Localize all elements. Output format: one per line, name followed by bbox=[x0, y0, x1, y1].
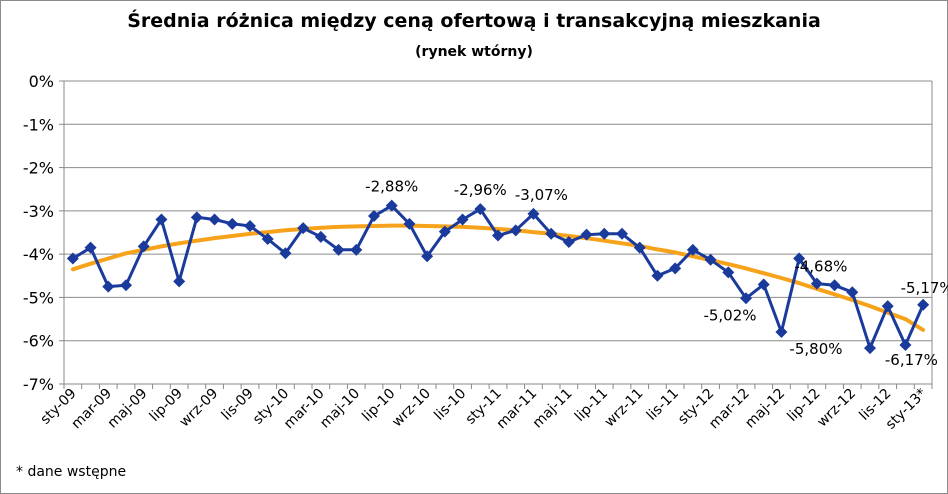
y-axis: 0% -1% -2% -3% -4% -5% -6% -7% bbox=[23, 72, 65, 394]
chart-subtitle: (rynek wtórny) bbox=[415, 44, 533, 60]
data-point bbox=[899, 339, 912, 352]
data-point bbox=[350, 243, 363, 256]
y-tick-label: -6% bbox=[23, 332, 54, 351]
data-label: -5,17% bbox=[901, 279, 948, 297]
data-point bbox=[598, 227, 611, 240]
data-point bbox=[580, 228, 593, 241]
data-point bbox=[421, 250, 434, 263]
data-point bbox=[775, 326, 788, 339]
y-tick-label: 0% bbox=[29, 72, 54, 91]
data-point bbox=[368, 210, 380, 223]
data-label: -2,96% bbox=[454, 181, 507, 199]
data-point bbox=[155, 213, 168, 226]
data-point bbox=[740, 292, 752, 305]
data-point bbox=[509, 224, 522, 237]
trendline bbox=[70, 223, 926, 332]
data-point bbox=[492, 229, 504, 242]
data-point bbox=[456, 213, 469, 226]
data-point bbox=[686, 243, 699, 256]
data-point bbox=[633, 241, 646, 254]
y-tick-label: -2% bbox=[23, 159, 54, 178]
data-point bbox=[226, 217, 239, 230]
x-tick-label: mar-12 bbox=[706, 386, 753, 433]
data-label: -5,02% bbox=[703, 306, 756, 324]
data-point bbox=[244, 220, 256, 233]
y-tick-label: -5% bbox=[23, 288, 54, 307]
x-tick-label: mar-11 bbox=[494, 386, 541, 433]
data-point bbox=[66, 252, 79, 265]
data-label: -2,88% bbox=[365, 178, 418, 196]
y-tick-label: -4% bbox=[23, 245, 54, 264]
series-markers bbox=[66, 199, 930, 355]
data-point bbox=[864, 342, 876, 355]
data-point bbox=[881, 300, 894, 313]
data-point bbox=[403, 217, 416, 230]
data-point bbox=[314, 230, 327, 243]
data-point bbox=[208, 213, 221, 226]
x-tick-label: wrz-10 bbox=[389, 386, 434, 431]
y-tick-label: -3% bbox=[23, 202, 54, 221]
x-tick-label: maj-09 bbox=[105, 386, 151, 432]
data-point bbox=[84, 241, 97, 254]
data-point bbox=[651, 269, 664, 282]
data-point bbox=[616, 227, 628, 240]
x-tick-label: wrz-11 bbox=[602, 386, 647, 431]
data-point bbox=[279, 247, 292, 260]
data-point bbox=[757, 278, 770, 291]
data-point bbox=[190, 211, 203, 224]
data-point bbox=[917, 298, 930, 311]
data-point bbox=[527, 207, 540, 220]
data-point bbox=[562, 236, 575, 249]
footnote: * dane wstępne bbox=[16, 464, 127, 480]
x-tick-label: wrz-12 bbox=[814, 386, 859, 431]
x-tick-label: mar-10 bbox=[281, 386, 328, 433]
data-labels: -2,88% -2,96% -3,07% -5,02% -5,80% -4,68% -6,1… bbox=[365, 178, 948, 369]
data-point bbox=[120, 279, 132, 292]
x-tick-label: wrz-09 bbox=[177, 386, 222, 431]
x-axis: sty-09mar-09maj-09lip-09wrz-09lis-09sty-… bbox=[37, 384, 933, 433]
data-point bbox=[545, 227, 558, 240]
x-tick-label: maj-12 bbox=[742, 386, 788, 432]
data-point bbox=[828, 279, 841, 292]
data-label: -3,07% bbox=[515, 186, 568, 204]
data-point bbox=[704, 253, 717, 266]
y-tick-label: -7% bbox=[23, 375, 54, 394]
data-point bbox=[137, 240, 150, 253]
x-tick-label: maj-10 bbox=[317, 386, 363, 432]
chart-title: Średnia różnica między ceną ofertową i t… bbox=[127, 10, 821, 32]
y-tick-label: -1% bbox=[23, 115, 54, 134]
gridlines bbox=[64, 80, 933, 385]
data-point bbox=[438, 225, 451, 238]
data-point bbox=[261, 232, 274, 245]
data-point bbox=[297, 222, 310, 235]
x-tick-label: mar-09 bbox=[68, 386, 115, 433]
data-point bbox=[793, 252, 806, 265]
data-point bbox=[810, 277, 823, 290]
data-label: -4,68% bbox=[794, 258, 847, 276]
data-label: -5,80% bbox=[789, 340, 842, 358]
x-tick-label: maj-11 bbox=[530, 386, 576, 432]
data-point bbox=[669, 262, 682, 275]
data-point bbox=[722, 266, 735, 279]
data-point bbox=[385, 199, 398, 212]
data-point bbox=[332, 243, 345, 256]
data-label: -6,17% bbox=[885, 351, 938, 369]
data-point bbox=[474, 203, 487, 216]
data-point bbox=[102, 280, 115, 293]
data-point bbox=[173, 275, 186, 288]
data-point bbox=[846, 286, 859, 299]
